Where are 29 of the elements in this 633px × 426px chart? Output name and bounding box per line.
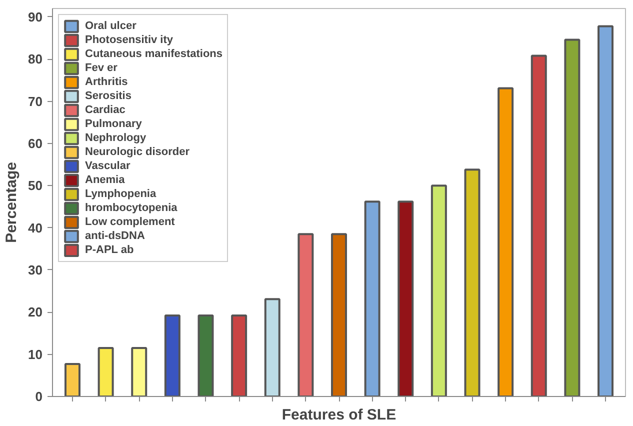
legend-label: Oral ulcer bbox=[85, 19, 136, 33]
y-tick-label: 50 bbox=[28, 178, 43, 194]
y-tick-label: 80 bbox=[28, 52, 43, 67]
legend-label: Cutaneous manifestations bbox=[85, 47, 223, 61]
legend-label: Vascular bbox=[85, 159, 130, 173]
legend-label: Neurologic disorder bbox=[85, 145, 190, 159]
y-tick-label: 40 bbox=[28, 220, 43, 236]
legend-label: Pulmonary bbox=[85, 117, 142, 131]
legend-label: Serositis bbox=[85, 89, 132, 103]
legend-label: Arthritis bbox=[85, 75, 128, 89]
y-tick-label: 70 bbox=[28, 94, 43, 109]
legend-label: Lymphopenia bbox=[85, 187, 156, 201]
legend-label: Anemia bbox=[85, 173, 125, 187]
legend-label: Fev er bbox=[85, 61, 118, 75]
y-axis-title: Percentage bbox=[3, 162, 20, 243]
legend-label: Low complement bbox=[85, 215, 175, 229]
legend-label: Photosensitiv ity bbox=[85, 33, 174, 47]
y-tick-label: 0 bbox=[35, 389, 43, 404]
x-axis-title: Features of SLE bbox=[282, 406, 396, 424]
y-tick-label: 10 bbox=[28, 346, 43, 362]
y-tick-label: 60 bbox=[28, 136, 43, 151]
y-tick-label: 30 bbox=[28, 262, 43, 278]
y-tick-label: 20 bbox=[28, 304, 43, 320]
legend-label: anti-dsDNA bbox=[85, 229, 145, 243]
legend-label: Nephrology bbox=[85, 131, 146, 145]
legend-label: hrombocytopenia bbox=[85, 201, 178, 215]
y-tick-label: 90 bbox=[28, 9, 43, 24]
legend-label: Cardiac bbox=[85, 103, 126, 117]
legend-label: P-APL ab bbox=[85, 243, 134, 257]
